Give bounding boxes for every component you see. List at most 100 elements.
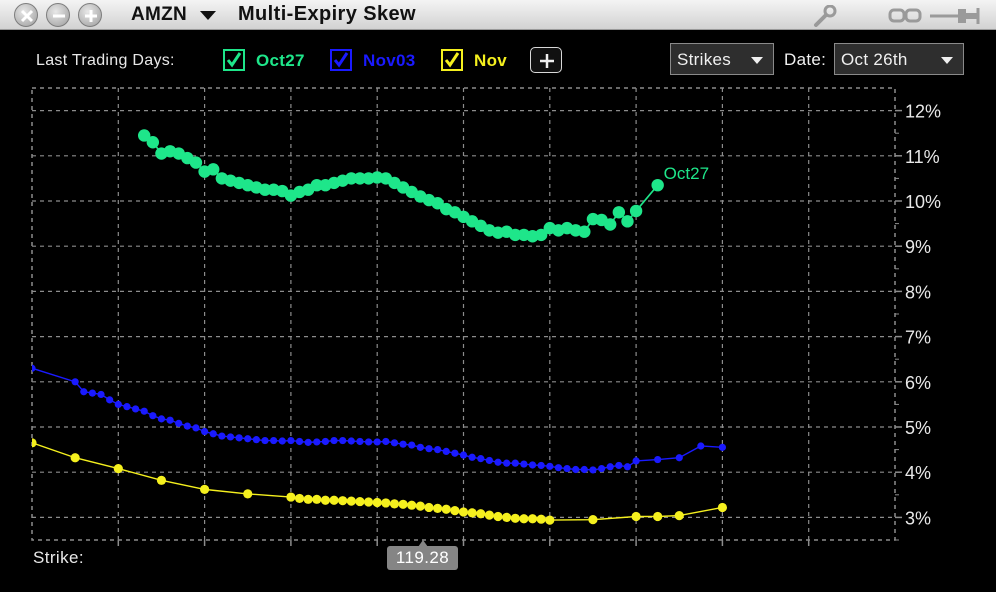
checkbox-icon — [330, 49, 352, 71]
data-point — [157, 415, 166, 423]
data-point — [415, 501, 425, 511]
data-point — [137, 129, 151, 142]
skew-chart[interactable]: 901001101201301401501603%4%5%6%7%8%9%10%… — [0, 80, 996, 550]
y-tick-label: 12% — [905, 102, 941, 122]
last-trading-days-label: Last Trading Days: — [36, 52, 175, 69]
series-toggle-nov[interactable]: Nov — [441, 47, 521, 73]
data-point — [32, 364, 36, 372]
series-toggle-label: Nov — [474, 51, 508, 70]
series-toggle-oct27[interactable]: Oct27 — [223, 47, 318, 73]
date-select-value: Oct 26th — [841, 50, 908, 69]
data-point — [70, 453, 80, 463]
plus-icon — [85, 10, 97, 22]
data-point — [398, 499, 408, 509]
data-point — [338, 496, 348, 506]
cursor-marker-icon — [418, 540, 428, 547]
data-point — [71, 378, 79, 386]
data-point — [697, 442, 705, 450]
data-point — [252, 436, 260, 444]
window-title: Multi-Expiry Skew — [238, 3, 416, 25]
data-point — [546, 462, 554, 470]
data-point — [364, 438, 373, 446]
data-point — [580, 465, 588, 474]
series-oct27 — [137, 129, 664, 243]
data-point — [183, 422, 191, 430]
data-point — [218, 432, 226, 440]
data-point — [243, 489, 253, 499]
data-point — [321, 437, 330, 446]
data-point — [615, 461, 623, 470]
pin-icon[interactable] — [928, 5, 984, 27]
data-point — [347, 437, 355, 445]
data-point — [631, 511, 641, 522]
data-point — [123, 403, 131, 411]
data-point — [494, 458, 502, 466]
plus-icon — [540, 54, 554, 68]
minimize-icon — [53, 14, 65, 18]
symbol-selector[interactable]: AMZN — [131, 4, 188, 25]
data-point — [554, 464, 563, 472]
data-point — [373, 438, 381, 446]
data-point — [458, 507, 469, 517]
data-point — [528, 461, 537, 469]
data-point — [244, 435, 252, 443]
data-point — [578, 225, 591, 238]
data-point — [286, 492, 296, 502]
data-point — [597, 464, 606, 473]
data-point — [408, 441, 416, 449]
chevron-down-icon[interactable] — [200, 11, 216, 21]
link-icon[interactable] — [888, 5, 924, 27]
data-point — [310, 178, 323, 192]
data-point — [80, 388, 88, 396]
minimize-window-button[interactable] — [46, 3, 70, 27]
chevron-down-icon — [941, 57, 953, 64]
maximize-window-button[interactable] — [78, 3, 102, 27]
data-point — [519, 514, 529, 524]
data-point — [654, 455, 662, 464]
data-point — [166, 416, 174, 424]
data-point — [113, 463, 123, 474]
x-axis-select[interactable]: Strikes — [670, 43, 774, 75]
data-point — [510, 513, 520, 523]
data-point — [399, 440, 407, 448]
data-point — [467, 508, 477, 518]
close-window-button[interactable] — [14, 3, 38, 27]
cursor-strike-readout: 119.28 — [387, 546, 458, 570]
data-point — [717, 502, 728, 513]
data-point — [416, 443, 424, 451]
data-point — [346, 496, 356, 506]
data-point — [32, 438, 37, 448]
data-point — [200, 484, 210, 494]
data-point — [718, 443, 727, 451]
y-tick-label: 3% — [905, 508, 931, 528]
data-point — [520, 460, 528, 468]
data-point — [304, 438, 312, 446]
data-point — [589, 466, 597, 474]
data-point — [226, 433, 235, 441]
data-point — [355, 496, 365, 507]
series-line — [32, 367, 723, 471]
data-point — [623, 463, 632, 471]
data-point — [270, 436, 278, 445]
data-point — [468, 453, 476, 461]
data-point — [527, 514, 538, 524]
series-toggle-label: Oct27 — [256, 51, 305, 70]
data-point — [450, 506, 460, 516]
y-tick-label: 11% — [905, 147, 940, 167]
series-nov03 — [32, 364, 727, 474]
data-point — [207, 163, 220, 176]
data-point — [621, 215, 634, 228]
x-axis-select-value: Strikes — [677, 50, 732, 69]
data-point — [572, 465, 580, 474]
add-expiry-button[interactable] — [530, 47, 562, 73]
series-toggle-nov03[interactable]: Nov03 — [330, 47, 430, 73]
data-point — [674, 510, 684, 521]
date-select[interactable]: Oct 26th — [834, 43, 964, 75]
data-point — [192, 424, 200, 432]
wrench-icon[interactable] — [812, 5, 838, 27]
data-point — [372, 497, 382, 508]
date-label: Date: — [784, 50, 827, 69]
data-point — [287, 436, 295, 445]
cursor-strike-value: 119.28 — [395, 548, 450, 567]
data-point — [278, 437, 286, 445]
